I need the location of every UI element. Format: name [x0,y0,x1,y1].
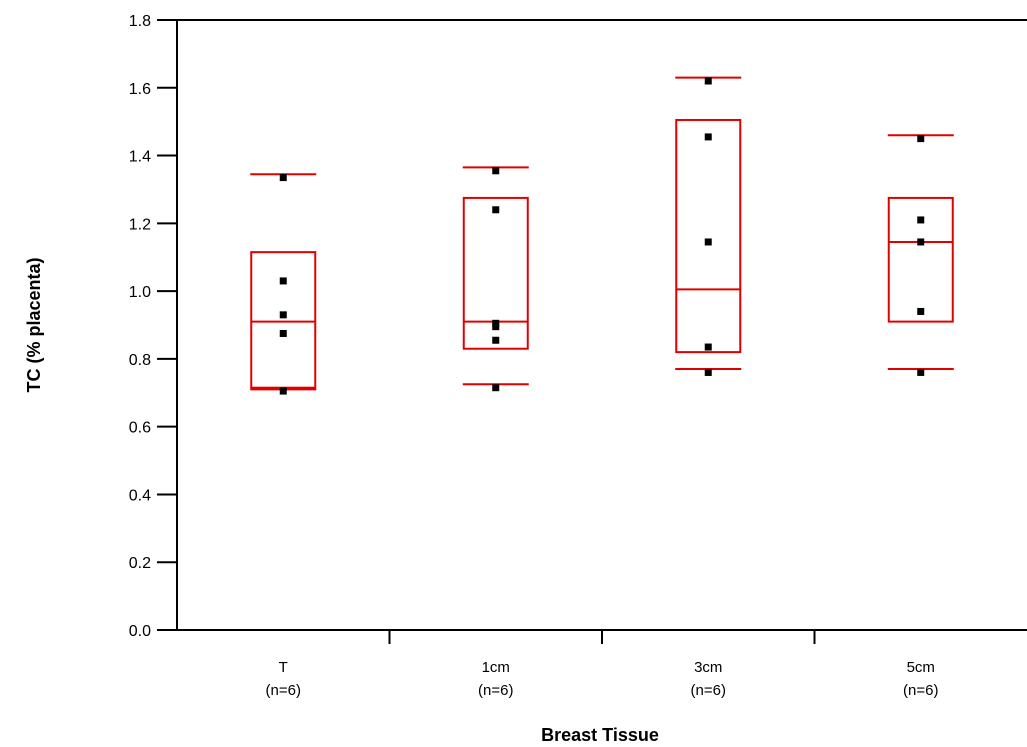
category-n-label: (n=6) [478,682,513,699]
boxes [250,76,954,391]
y-tick-label: 0.4 [129,487,151,504]
category-label: 3cm [694,659,722,676]
category-n-label: (n=6) [266,682,301,699]
data-point [279,277,287,285]
y-tick-label: 0.6 [129,420,151,437]
data-point [492,206,500,214]
box-group-5cm [887,134,954,371]
category-label: 1cm [482,659,510,676]
category-labels: T (n=6) 1cm (n=6) 3cm (n=6) 5cm (n=6) [266,659,939,699]
y-tick-label: 0.8 [129,352,151,369]
y-tick-label: 1.8 [129,13,151,30]
data-point [704,368,712,376]
data-point [704,343,712,351]
x-ticks [388,630,816,644]
category-label: 5cm [907,659,935,676]
data-point [279,174,287,182]
data-point [279,329,287,337]
box-group-1cm [462,166,529,386]
box-iqr [250,251,317,389]
data-point [917,135,925,143]
y-tick-label: 0.0 [129,623,151,640]
box-iqr [887,196,954,323]
data-point [917,368,925,376]
x-axis-title: Breast Tissue [541,725,659,745]
y-axis-title: TC (% placenta) [24,257,44,392]
data-point [279,387,287,395]
box-iqr [462,196,529,350]
y-tick-label: 0.2 [129,555,151,572]
data-point [704,77,712,85]
data-point [279,311,287,319]
data-points [279,77,925,395]
data-point [917,238,925,246]
axes [176,19,1027,631]
data-point [704,238,712,246]
data-point [704,133,712,141]
data-point [492,336,500,344]
data-point [492,319,500,327]
category-n-label: (n=6) [903,682,938,699]
y-tick-label: 1.2 [129,216,151,233]
y-tick-label: 1.4 [129,149,151,166]
y-tick-label: 1.6 [129,81,151,98]
data-point [917,216,925,224]
y-tick-label: 1.0 [129,284,151,301]
data-point [492,384,500,392]
data-point [492,167,500,175]
box-group-3cm [675,76,742,371]
y-ticks: 0.0 0.2 0.4 0.6 0.8 1.0 1.2 1.4 1.6 1.8 [129,13,177,640]
category-n-label: (n=6) [691,682,726,699]
data-point [917,307,925,315]
category-label: T [279,659,288,676]
box-iqr [675,118,742,354]
